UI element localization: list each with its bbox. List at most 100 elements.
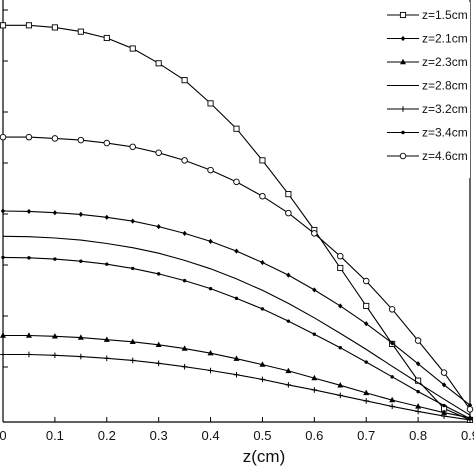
data-point xyxy=(181,157,188,164)
series-3 xyxy=(0,332,473,420)
data-point xyxy=(285,209,292,217)
data-point xyxy=(208,238,213,244)
data-point xyxy=(182,230,187,236)
data-point xyxy=(466,406,474,413)
data-point xyxy=(285,367,292,374)
data-point xyxy=(51,333,58,339)
legend-item: z=2.3cm xyxy=(387,55,468,69)
data-point xyxy=(51,24,58,31)
data-point xyxy=(363,389,370,396)
data-point xyxy=(416,389,420,394)
data-point xyxy=(311,230,318,237)
x-tick-label: 0.4 xyxy=(202,428,220,443)
x-tick-label: 0.6 xyxy=(305,428,323,443)
x-tick-label: 0.9 xyxy=(461,428,474,443)
x-tick-label: 0 xyxy=(0,428,7,443)
data-point xyxy=(155,149,162,157)
data-point xyxy=(233,371,240,378)
data-point xyxy=(441,382,447,388)
data-point xyxy=(399,152,407,160)
data-point xyxy=(338,346,342,350)
data-point xyxy=(182,278,187,283)
data-point xyxy=(233,178,240,186)
series-line xyxy=(2,235,471,416)
data-point xyxy=(25,332,32,338)
data-point xyxy=(27,256,31,260)
data-point xyxy=(155,341,162,347)
series-line xyxy=(3,353,471,421)
x-tick-label: 0.5 xyxy=(253,428,271,443)
data-point xyxy=(181,363,188,370)
data-point xyxy=(207,166,214,174)
legend: z=1.5cm z=2.1cm z=2.3cm z=2.8cm z=3.2cm z=3.4… xyxy=(378,2,470,178)
data-point xyxy=(0,332,6,338)
legend-item: z=4.6cm xyxy=(387,149,468,163)
data-point xyxy=(415,408,421,415)
legend-label: z=3.2cm xyxy=(422,102,468,116)
data-point xyxy=(0,351,6,358)
series-5 xyxy=(0,351,473,423)
data-point xyxy=(77,28,84,35)
data-point xyxy=(337,264,344,272)
data-point xyxy=(103,34,110,42)
data-point xyxy=(234,296,239,301)
data-point xyxy=(181,77,188,84)
x-axis-title: z(cm) xyxy=(243,447,285,466)
series-group xyxy=(0,22,474,423)
legend-label: z=2.1cm xyxy=(422,32,468,46)
data-point xyxy=(401,130,405,135)
data-point xyxy=(53,257,57,261)
data-point xyxy=(337,252,344,260)
data-point xyxy=(389,340,395,346)
data-point xyxy=(362,277,370,285)
x-tick-label: 0.7 xyxy=(357,428,375,443)
data-point xyxy=(129,357,136,364)
series-line xyxy=(2,256,471,420)
data-point xyxy=(131,266,135,271)
data-point xyxy=(311,387,318,393)
series-6 xyxy=(1,255,472,421)
x-tick-label: 0.2 xyxy=(98,428,116,443)
data-point xyxy=(129,338,136,345)
data-point xyxy=(388,306,396,313)
data-point xyxy=(0,133,7,141)
data-point xyxy=(208,286,213,291)
legend-label: z=2.8cm xyxy=(422,79,468,93)
data-point xyxy=(105,262,109,266)
data-point xyxy=(233,125,240,132)
data-point xyxy=(103,139,111,147)
legend-item: z=3.2cm xyxy=(387,102,468,116)
data-point xyxy=(130,218,135,224)
series-2 xyxy=(0,208,473,408)
data-point xyxy=(468,416,472,421)
data-point xyxy=(337,382,344,388)
data-point xyxy=(77,136,85,144)
data-point xyxy=(259,192,266,200)
x-tick-label: 0.3 xyxy=(150,428,168,443)
data-point xyxy=(233,355,240,361)
data-point xyxy=(441,409,448,415)
data-point xyxy=(78,211,84,217)
data-point xyxy=(414,337,422,344)
data-point xyxy=(259,157,266,164)
data-point xyxy=(103,355,110,362)
data-point xyxy=(400,35,406,42)
data-point xyxy=(363,398,370,404)
data-point xyxy=(207,100,214,107)
data-point xyxy=(312,287,317,293)
data-point xyxy=(51,135,59,142)
legend-label: z=1.5cm xyxy=(422,8,468,22)
legend-box xyxy=(378,2,470,178)
data-point xyxy=(363,302,370,310)
data-point xyxy=(129,45,136,52)
data-point xyxy=(286,319,291,323)
series-7 xyxy=(0,133,474,413)
data-point xyxy=(0,22,7,29)
data-point xyxy=(285,191,292,198)
data-point xyxy=(260,259,265,266)
data-point xyxy=(364,321,369,327)
data-point xyxy=(207,350,214,356)
data-point xyxy=(52,352,58,359)
data-point xyxy=(155,60,162,67)
